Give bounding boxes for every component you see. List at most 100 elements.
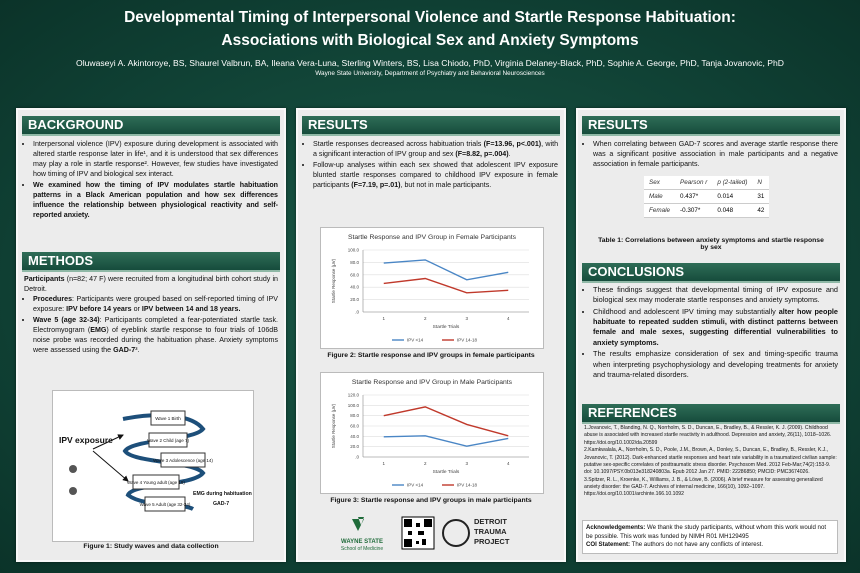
table-cell: Male (644, 189, 675, 204)
text-run: (F=8.82, p=.004) (455, 150, 509, 159)
y-axis-label: Startle Response (μV) (331, 258, 336, 303)
text-run: These findings suggest that developmenta… (593, 285, 838, 305)
text-run: Wave 5 (age 32-34) (33, 316, 100, 325)
text-block: Participants (n=82; 47 F) were recruited… (24, 274, 278, 357)
reference-list: 1.Jovanovic, T., Blanding, N. Q., Norrho… (584, 425, 838, 499)
logo-text: DETROIT (474, 517, 507, 526)
text-run: : Participants completed a fear-potentia… (33, 316, 278, 335)
logo-mark (442, 519, 470, 547)
wave-label: Wave 3 Adolescence (age 14) (153, 458, 213, 463)
bullet: Childhood and adolescent IPV timing may … (593, 307, 838, 348)
table-header: Pearson r (675, 176, 713, 190)
bullet: Interpersonal violence (IPV) exposure du… (33, 139, 278, 179)
x-tick-label: 3 (465, 316, 468, 321)
wave-box (144, 496, 186, 512)
figure-caption: Figure 3: Startle response and IPV group… (330, 497, 532, 504)
wave-label: Wave 1 Birth (155, 416, 181, 421)
logo-mark (352, 517, 364, 531)
bullet: Wave 5 (age 32-34): Participants complet… (33, 315, 278, 355)
text-run: The results emphasize consideration of s… (593, 349, 838, 379)
text-run: : Participants were grouped based on sel… (33, 295, 278, 314)
authors: Oluwaseyi A. Akintoroye, BS, Shaurel Val… (76, 58, 784, 68)
gad-label: GAD-7 (213, 501, 229, 507)
text-run: We thank the study participants, without… (586, 524, 827, 540)
x-tick-label: 1 (382, 316, 385, 321)
wave-box (132, 474, 180, 490)
x-tick-label: 2 (424, 461, 427, 466)
title: Associations with Biological Sex and Anx… (221, 32, 639, 49)
x-tick-label: 1 (382, 461, 385, 466)
acknowledgements-box: Acknowledgements: We thank the study par… (582, 520, 838, 554)
wave-label: Wave 2 Child (age 7) (147, 438, 190, 443)
logo-text: WAYNE STATE (341, 539, 383, 545)
text-run: Childhood and adolescent IPV timing may … (593, 306, 779, 316)
line-series (383, 406, 509, 437)
table-caption: Table 1: Correlations between anxiety sy… (598, 237, 824, 251)
text-run: ) of eyeblink startle response to four t… (33, 326, 278, 355)
arrow (92, 434, 124, 450)
text-run: Startle responses decreased across habit… (313, 140, 484, 148)
figure-1: Wave 1 Birth Wave 2 Child (age 7) Wave 3… (52, 390, 254, 542)
table-cell: 42 (752, 203, 770, 218)
y-tick-label: 60.0 (350, 272, 359, 277)
y-tick-label: 20.0 (350, 297, 359, 302)
x-axis-label: Startle Trials (433, 469, 460, 475)
wave-box (148, 432, 188, 448)
logo-text: TRAUMA (474, 527, 507, 536)
x-tick-label: 2 (424, 316, 427, 321)
y-tick-label: 40.0 (350, 434, 359, 439)
panel: BACKGROUND Interpersonal violence (IPV) … (16, 108, 286, 562)
text-run: Participants (24, 275, 65, 283)
text-run: (F=13.96, p<.001) (483, 140, 542, 148)
text-run: IPV before 14 years (66, 305, 132, 314)
bullet: Procedures: Participants were grouped ba… (33, 294, 278, 314)
exposure-label: IPV exposure (59, 435, 113, 445)
bullet: When correlating between GAD-7 scores an… (593, 139, 838, 169)
reference: 1.Jovanovic, T., Blanding, N. Q., Norrho… (584, 425, 832, 446)
text-run: IPV between 14 and 18 years. (141, 305, 241, 314)
table-cell: Female (644, 203, 675, 218)
table-cell: -0.307* (675, 203, 713, 218)
section-heading: BACKGROUND (22, 116, 280, 136)
table-header: Sex (644, 176, 675, 190)
section-heading: RESULTS (582, 116, 840, 136)
y-tick-label: 40.0 (350, 285, 359, 290)
text-block: When correlating between GAD-7 scores an… (584, 139, 838, 170)
wave-label: Wave 4 Young adult (age 18) (127, 480, 185, 485)
chart-title: Startle Response and IPV Group in Male P… (352, 379, 513, 386)
wave-label: Wave 5 Adult (age 32-34) (140, 502, 191, 507)
bullet: Follow-up analyses within each sex showe… (313, 160, 558, 190)
y-tick-label: .0 (355, 310, 359, 315)
timeline-path (122, 413, 206, 511)
arrow (92, 450, 129, 482)
y-tick-label: 80.0 (350, 413, 359, 418)
affiliation: Wayne State University, Department of Ps… (315, 70, 545, 77)
text-run: alter how people habituate to repeated s… (593, 306, 838, 347)
section-heading: CONCLUSIONS (582, 263, 840, 283)
y-tick-label: 60.0 (350, 424, 359, 429)
text-run: . (508, 150, 511, 159)
table-cell: 0.048 (712, 203, 753, 218)
reference: 3.Spitzer, R. L., Kroenke, K., Williams,… (584, 476, 823, 498)
text-run: , but not in male participants. (400, 181, 492, 190)
y-tick-label: 20.0 (350, 444, 359, 449)
text-run: (n=82; 47 F) were recruited from a longi… (24, 275, 278, 294)
legend-label: IPV <14 (407, 483, 424, 488)
panel: RESULTS When correlating between GAD-7 s… (576, 108, 846, 562)
y-tick-label: 120.0 (348, 393, 360, 398)
title: Developmental Timing of Interpersonal Vi… (124, 9, 736, 26)
table-cell: 0.014 (712, 189, 753, 204)
logo-text: PROJECT (474, 537, 510, 546)
bullet: The results emphasize consideration of s… (593, 349, 838, 380)
table-cell: 31 (752, 189, 770, 204)
line-series (383, 259, 509, 281)
icon (69, 487, 77, 495)
legend-label: IPV <14 (407, 338, 424, 343)
wave-box (150, 410, 186, 426)
text-run: (F=7.19, p=.01) (351, 181, 401, 190)
line-series (383, 277, 509, 294)
table-header: N (752, 176, 770, 190)
text-run: GAD-7 (113, 346, 136, 355)
